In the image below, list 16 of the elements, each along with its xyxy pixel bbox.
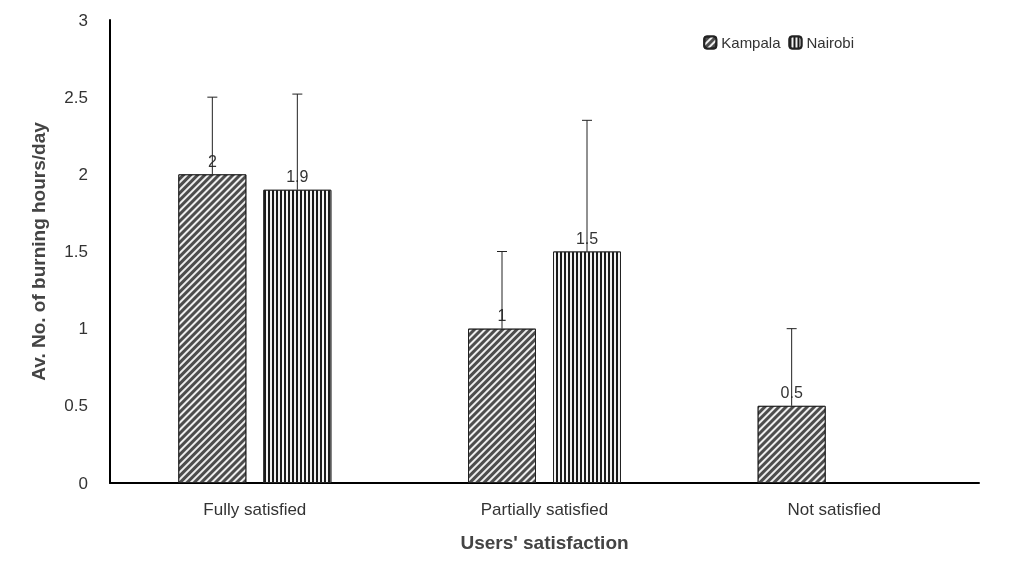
y-tick-label: 0.5 [64,396,88,416]
y-tick-label: 3 [78,10,88,30]
x-tick-label: Fully satisfied [203,500,307,519]
x-axis-title: Users' satisfaction [460,532,629,553]
y-tick-label: 1 [78,319,88,339]
y-tick-label: 2 [78,164,88,184]
x-tick-label: Not satisfied [787,500,881,519]
data-label: 1.5 [575,230,599,247]
y-axis-title: Av. No. of burning hours/day [28,121,49,381]
y-tick-label: 1.5 [64,242,88,261]
legend-label: Nairobi [806,34,855,51]
y-tick-label: 2.5 [64,87,88,107]
data-label: 1 [497,307,507,325]
y-tick-label: 0 [78,473,88,493]
legend-label: Kampala [721,34,782,51]
x-tick-label: Partially satisfied [480,500,609,519]
